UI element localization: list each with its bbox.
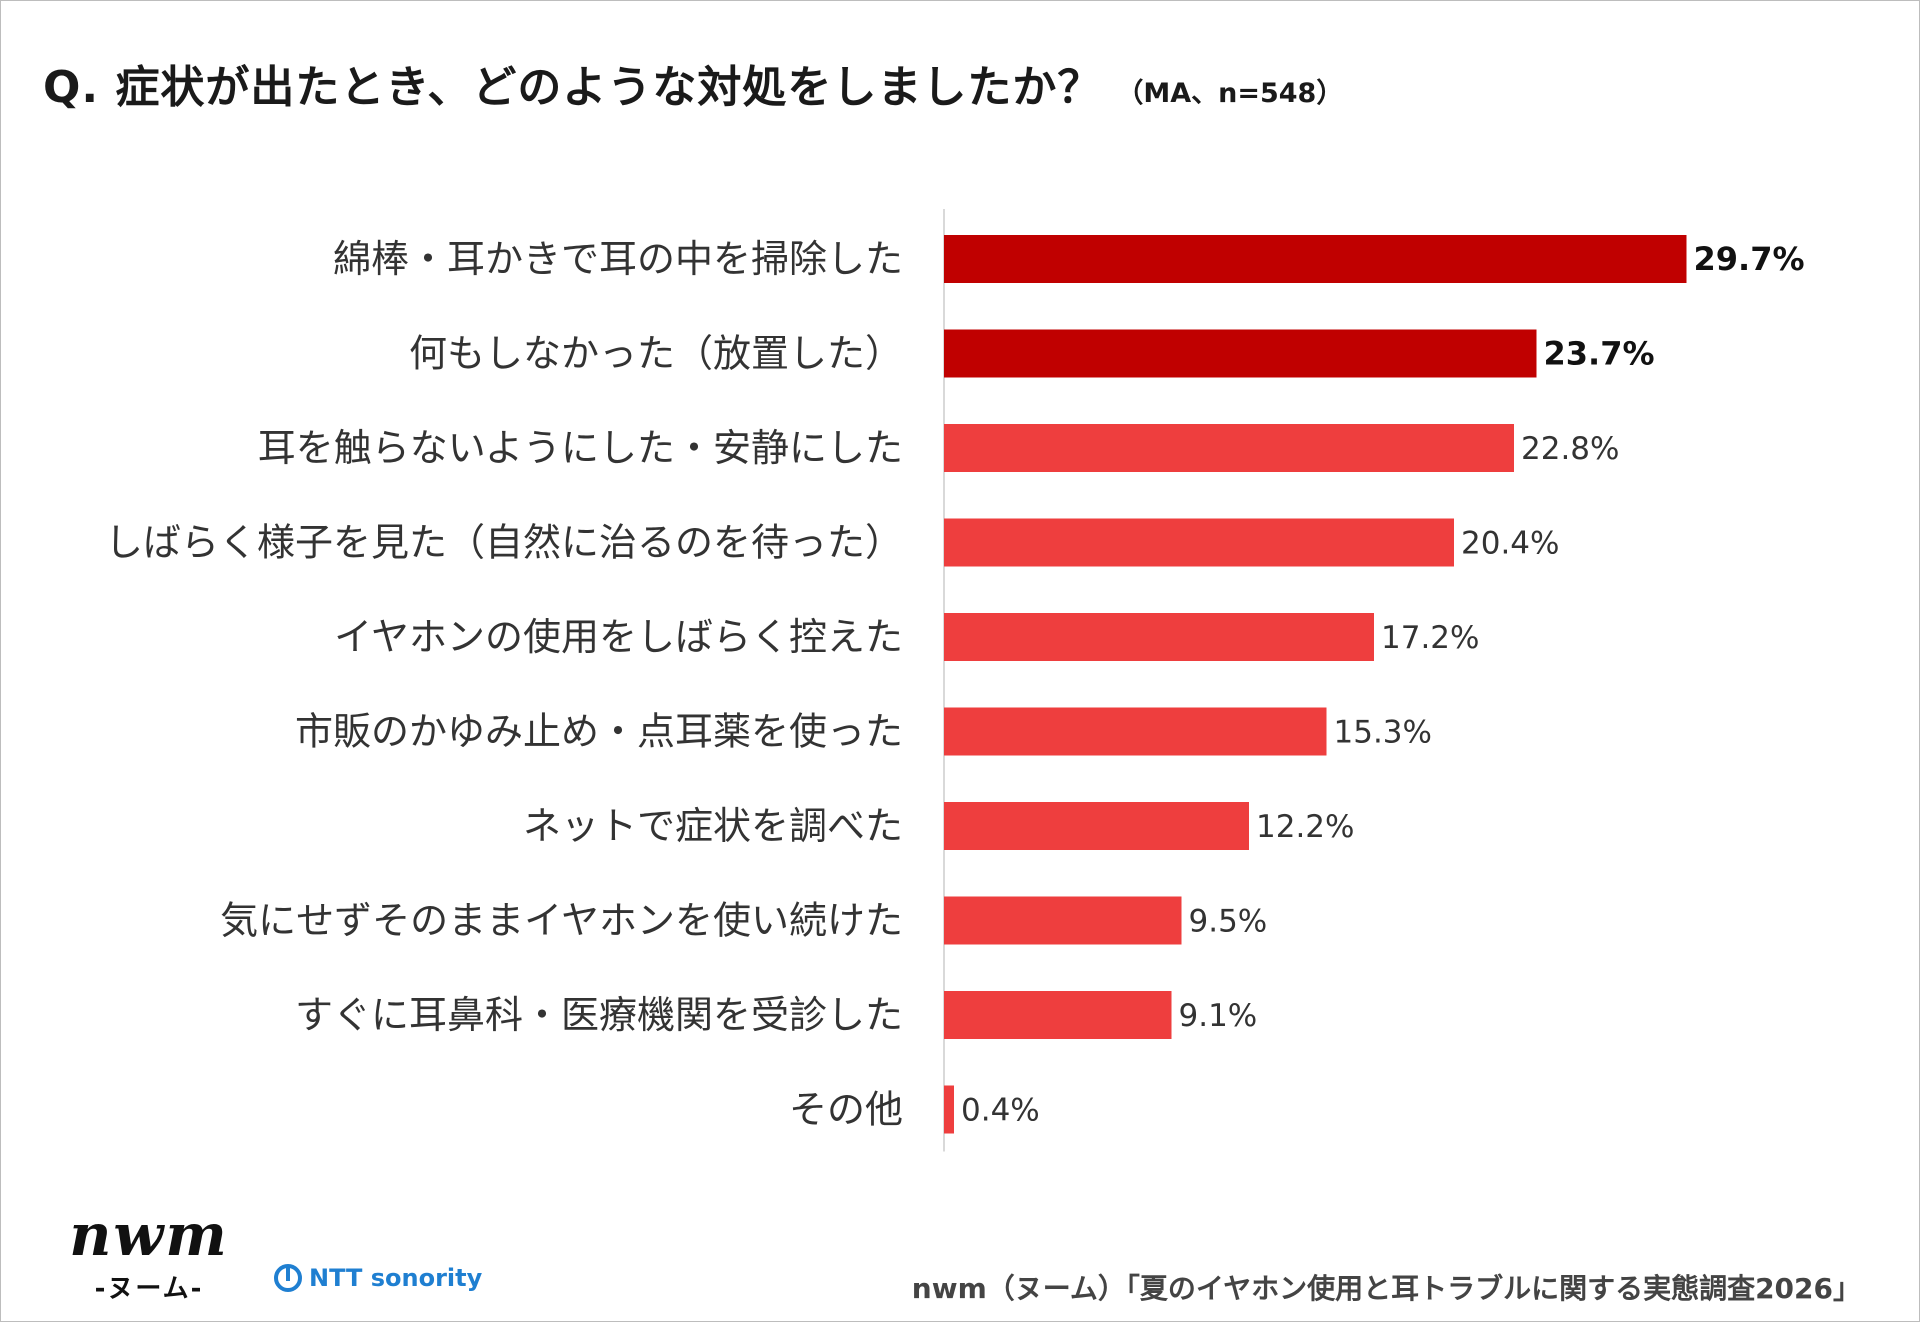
nwm-logo: nwm -ヌーム-	[49, 1206, 249, 1305]
category-label: イヤホンの使用をしばらく控えた	[334, 615, 903, 659]
data-label: 12.2%	[1256, 809, 1354, 845]
ntt-sonority-logo: NTT sonority	[273, 1263, 482, 1293]
data-label: 9.1%	[1179, 998, 1258, 1034]
data-label: 0.4%	[961, 1093, 1040, 1129]
ntt-circle-icon	[274, 1264, 302, 1292]
category-label: その他	[789, 1088, 903, 1132]
category-label: すぐに耳鼻科・医療機関を受診した	[295, 993, 903, 1037]
chart-title-block: Q. 症状が出たとき、どのような対処をしましたか？ （MA、n=548）	[43, 51, 1343, 115]
nwm-logo-kana: -ヌーム-	[94, 1274, 204, 1304]
data-label: 22.8%	[1521, 431, 1619, 467]
bar	[944, 707, 1327, 756]
data-label: 17.2%	[1381, 620, 1479, 656]
data-label: 9.5%	[1189, 904, 1268, 940]
category-label: 何もしなかった（放置した）	[409, 332, 903, 376]
bar	[944, 991, 1172, 1039]
ntt-sonority-logo-text: NTT sonority	[309, 1264, 483, 1292]
bar	[944, 235, 1687, 283]
data-label: 23.7%	[1544, 335, 1655, 373]
category-label: 耳を触らないようにした・安静にした	[258, 426, 903, 470]
bar	[944, 1085, 954, 1134]
chart-title: Q. 症状が出たとき、どのような対処をしましたか？	[43, 62, 1103, 113]
data-label: 20.4%	[1461, 526, 1559, 562]
bar	[944, 896, 1182, 945]
bar	[944, 329, 1537, 378]
bar	[944, 424, 1514, 472]
bar	[944, 613, 1374, 661]
category-label: 気にせずそのままイヤホンを使い続けた	[220, 899, 903, 943]
nwm-logo-wordmark: nwm	[69, 1201, 229, 1269]
bar	[944, 802, 1249, 850]
chart-sample-note: （MA、n=548）	[1116, 78, 1344, 109]
data-label: 15.3%	[1334, 715, 1432, 751]
bar	[944, 518, 1454, 567]
category-label: 綿棒・耳かきで耳の中を掃除した	[333, 237, 903, 281]
data-label: 29.7%	[1694, 240, 1805, 278]
source-credit: nwm（ヌーム）「夏のイヤホン使用と耳トラブルに関する実態調査2026」	[911, 1272, 1861, 1305]
category-label: しばらく様子を見た（自然に治るのを待った）	[105, 521, 903, 565]
category-label: 市販のかゆみ止め・点耳薬を使った	[295, 710, 903, 754]
category-label: ネットで症状を調べた	[523, 804, 903, 848]
